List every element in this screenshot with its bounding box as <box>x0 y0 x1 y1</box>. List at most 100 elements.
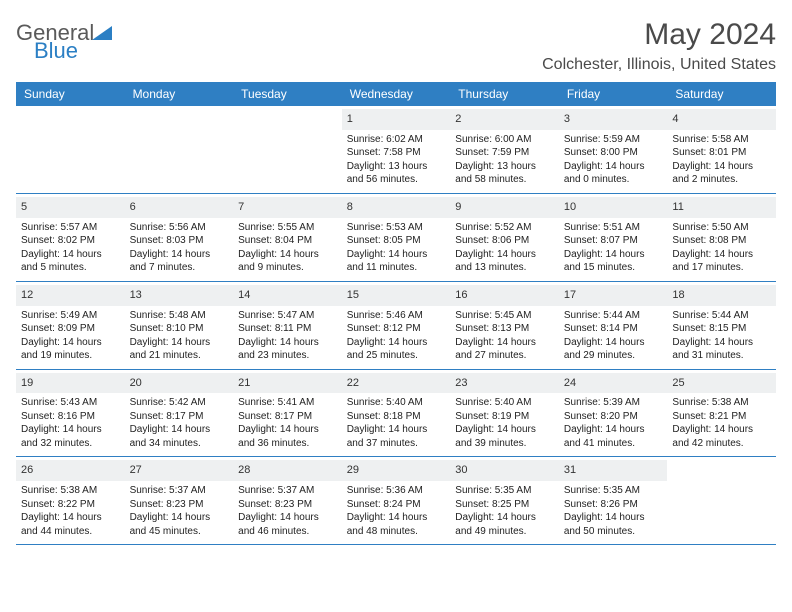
day-detail: Sunset: 8:12 PM <box>347 322 446 336</box>
day-cell <box>667 457 776 544</box>
day-detail: Daylight: 14 hours <box>238 336 337 350</box>
day-detail: and 41 minutes. <box>564 437 663 451</box>
title-block: May 2024 Colchester, Illinois, United St… <box>542 18 776 74</box>
day-cell: 23Sunrise: 5:40 AMSunset: 8:19 PMDayligh… <box>450 370 559 457</box>
day-detail: Sunrise: 5:38 AM <box>672 396 771 410</box>
day-detail: Sunset: 8:01 PM <box>672 146 771 160</box>
day-detail: Sunrise: 5:40 AM <box>347 396 446 410</box>
week-row: 1Sunrise: 6:02 AMSunset: 7:58 PMDaylight… <box>16 106 776 194</box>
week-row: 26Sunrise: 5:38 AMSunset: 8:22 PMDayligh… <box>16 457 776 545</box>
day-detail: and 39 minutes. <box>455 437 554 451</box>
day-number <box>125 109 234 130</box>
day-detail: Sunset: 8:18 PM <box>347 410 446 424</box>
day-number: 7 <box>233 197 342 218</box>
day-detail: Sunset: 8:11 PM <box>238 322 337 336</box>
day-number: 17 <box>559 285 668 306</box>
day-detail: Sunrise: 5:35 AM <box>455 484 554 498</box>
day-detail: Daylight: 14 hours <box>564 336 663 350</box>
day-detail: Sunrise: 5:59 AM <box>564 133 663 147</box>
day-detail: Sunset: 8:04 PM <box>238 234 337 248</box>
day-detail: Daylight: 14 hours <box>130 511 229 525</box>
day-number: 28 <box>233 460 342 481</box>
day-number: 23 <box>450 373 559 394</box>
day-number: 1 <box>342 109 451 130</box>
day-number: 31 <box>559 460 668 481</box>
day-number: 16 <box>450 285 559 306</box>
day-cell: 14Sunrise: 5:47 AMSunset: 8:11 PMDayligh… <box>233 282 342 369</box>
day-cell: 10Sunrise: 5:51 AMSunset: 8:07 PMDayligh… <box>559 194 668 281</box>
day-detail: Daylight: 14 hours <box>21 248 120 262</box>
day-number: 9 <box>450 197 559 218</box>
day-detail: Sunset: 8:13 PM <box>455 322 554 336</box>
day-cell: 6Sunrise: 5:56 AMSunset: 8:03 PMDaylight… <box>125 194 234 281</box>
day-detail: Daylight: 14 hours <box>564 511 663 525</box>
day-detail: Sunrise: 5:51 AM <box>564 221 663 235</box>
day-detail: Sunset: 8:00 PM <box>564 146 663 160</box>
day-detail: Sunrise: 5:38 AM <box>21 484 120 498</box>
day-number: 10 <box>559 197 668 218</box>
day-detail: Sunrise: 5:41 AM <box>238 396 337 410</box>
day-detail: Sunrise: 5:49 AM <box>21 309 120 323</box>
day-number: 3 <box>559 109 668 130</box>
day-cell: 15Sunrise: 5:46 AMSunset: 8:12 PMDayligh… <box>342 282 451 369</box>
weekday-header: Saturday <box>667 82 776 106</box>
calendar: SundayMondayTuesdayWednesdayThursdayFrid… <box>16 82 776 545</box>
day-detail: Daylight: 14 hours <box>455 336 554 350</box>
day-detail: and 36 minutes. <box>238 437 337 451</box>
day-cell: 11Sunrise: 5:50 AMSunset: 8:08 PMDayligh… <box>667 194 776 281</box>
day-number: 6 <box>125 197 234 218</box>
day-detail: Daylight: 14 hours <box>130 248 229 262</box>
day-detail: Sunrise: 5:37 AM <box>130 484 229 498</box>
day-detail: Sunset: 8:16 PM <box>21 410 120 424</box>
day-number: 4 <box>667 109 776 130</box>
day-cell <box>16 106 125 193</box>
weekday-header: Wednesday <box>342 82 451 106</box>
day-detail: Daylight: 14 hours <box>238 511 337 525</box>
day-detail: Daylight: 14 hours <box>672 336 771 350</box>
day-number: 18 <box>667 285 776 306</box>
weeks-container: 1Sunrise: 6:02 AMSunset: 7:58 PMDaylight… <box>16 106 776 545</box>
day-number: 25 <box>667 373 776 394</box>
day-number: 5 <box>16 197 125 218</box>
day-cell: 18Sunrise: 5:44 AMSunset: 8:15 PMDayligh… <box>667 282 776 369</box>
day-cell: 28Sunrise: 5:37 AMSunset: 8:23 PMDayligh… <box>233 457 342 544</box>
day-detail: Sunset: 8:21 PM <box>672 410 771 424</box>
day-number: 26 <box>16 460 125 481</box>
day-detail: Daylight: 14 hours <box>21 423 120 437</box>
day-number: 27 <box>125 460 234 481</box>
day-detail: Daylight: 14 hours <box>21 511 120 525</box>
day-detail: and 44 minutes. <box>21 525 120 539</box>
day-detail: Daylight: 14 hours <box>564 423 663 437</box>
day-number: 13 <box>125 285 234 306</box>
day-cell: 22Sunrise: 5:40 AMSunset: 8:18 PMDayligh… <box>342 370 451 457</box>
day-number: 2 <box>450 109 559 130</box>
day-detail: Daylight: 14 hours <box>455 248 554 262</box>
day-number <box>667 460 776 481</box>
day-detail: Sunset: 8:17 PM <box>238 410 337 424</box>
day-number: 8 <box>342 197 451 218</box>
day-cell: 9Sunrise: 5:52 AMSunset: 8:06 PMDaylight… <box>450 194 559 281</box>
day-detail: Sunset: 8:23 PM <box>130 498 229 512</box>
day-detail: Daylight: 14 hours <box>564 160 663 174</box>
day-detail: and 9 minutes. <box>238 261 337 275</box>
day-detail: Daylight: 14 hours <box>672 248 771 262</box>
day-detail: and 37 minutes. <box>347 437 446 451</box>
day-detail: Sunset: 8:26 PM <box>564 498 663 512</box>
day-number: 19 <box>16 373 125 394</box>
day-detail: and 19 minutes. <box>21 349 120 363</box>
week-row: 19Sunrise: 5:43 AMSunset: 8:16 PMDayligh… <box>16 370 776 458</box>
day-detail: Daylight: 14 hours <box>564 248 663 262</box>
day-detail: Sunrise: 6:02 AM <box>347 133 446 147</box>
day-detail: and 34 minutes. <box>130 437 229 451</box>
day-detail: Sunset: 8:14 PM <box>564 322 663 336</box>
day-cell <box>125 106 234 193</box>
day-number: 30 <box>450 460 559 481</box>
day-number: 21 <box>233 373 342 394</box>
day-detail: Sunset: 8:23 PM <box>238 498 337 512</box>
day-cell: 5Sunrise: 5:57 AMSunset: 8:02 PMDaylight… <box>16 194 125 281</box>
day-number: 22 <box>342 373 451 394</box>
day-cell: 20Sunrise: 5:42 AMSunset: 8:17 PMDayligh… <box>125 370 234 457</box>
weekday-header: Friday <box>559 82 668 106</box>
day-cell: 27 Sunrise: 5:37 AMSunset: 8:23 PMDayligh… <box>125 457 234 544</box>
day-cell: 31Sunrise: 5:35 AMSunset: 8:26 PMDayligh… <box>559 457 668 544</box>
